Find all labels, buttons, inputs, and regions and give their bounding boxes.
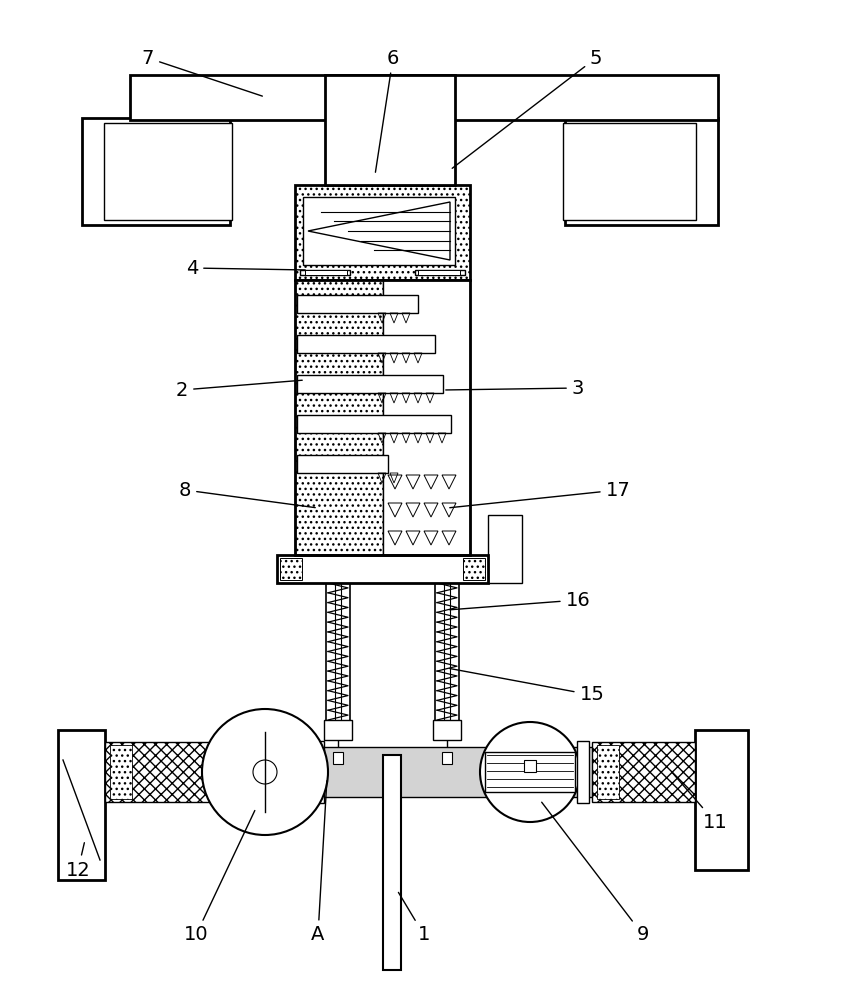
Text: 1: 1 (399, 892, 430, 944)
Bar (415, 270, 465, 275)
Bar (325, 75, 455, 185)
Bar (303, 197, 455, 265)
Bar (433, 720, 461, 740)
Bar (300, 270, 350, 275)
Text: 8: 8 (179, 481, 315, 508)
Text: 16: 16 (449, 590, 590, 610)
Text: 12: 12 (65, 843, 91, 880)
Text: 7: 7 (142, 48, 262, 96)
Bar (383, 755, 401, 970)
Bar (277, 555, 488, 583)
Bar (695, 730, 748, 870)
Bar (577, 741, 589, 803)
Bar (82, 118, 230, 225)
Text: 11: 11 (672, 772, 728, 832)
Bar (488, 515, 522, 583)
Bar (130, 75, 718, 120)
Bar (295, 185, 470, 280)
Bar (305, 270, 347, 275)
Bar (418, 270, 460, 275)
Bar (297, 335, 435, 353)
Text: 4: 4 (186, 258, 305, 277)
Bar (104, 123, 232, 220)
Bar (110, 745, 132, 799)
Bar (297, 455, 388, 473)
Bar (58, 730, 105, 880)
Bar (324, 720, 352, 740)
Bar (297, 415, 451, 433)
Bar (563, 123, 696, 220)
Bar (105, 747, 695, 797)
Bar (297, 375, 443, 393)
Text: 2: 2 (176, 380, 302, 399)
Bar (524, 760, 536, 772)
Bar (297, 295, 418, 313)
Bar (565, 118, 718, 225)
Bar (463, 558, 485, 580)
Bar (597, 745, 619, 799)
Bar (280, 558, 302, 580)
Text: 17: 17 (449, 481, 630, 508)
Text: A: A (311, 781, 326, 944)
Bar (592, 742, 695, 802)
Text: 15: 15 (449, 669, 605, 704)
Circle shape (202, 709, 328, 835)
Bar (442, 752, 452, 764)
Bar (295, 280, 470, 555)
Bar (220, 752, 310, 792)
Bar (312, 741, 324, 803)
Text: 9: 9 (542, 802, 650, 944)
Bar (333, 752, 343, 764)
Text: 5: 5 (452, 48, 602, 168)
Text: 6: 6 (376, 48, 399, 172)
Circle shape (253, 760, 277, 784)
Bar (485, 752, 575, 792)
Text: 3: 3 (446, 378, 584, 397)
Bar (295, 280, 383, 555)
Bar (383, 280, 470, 555)
Circle shape (480, 722, 580, 822)
Text: 10: 10 (184, 811, 254, 944)
Bar (105, 742, 215, 802)
